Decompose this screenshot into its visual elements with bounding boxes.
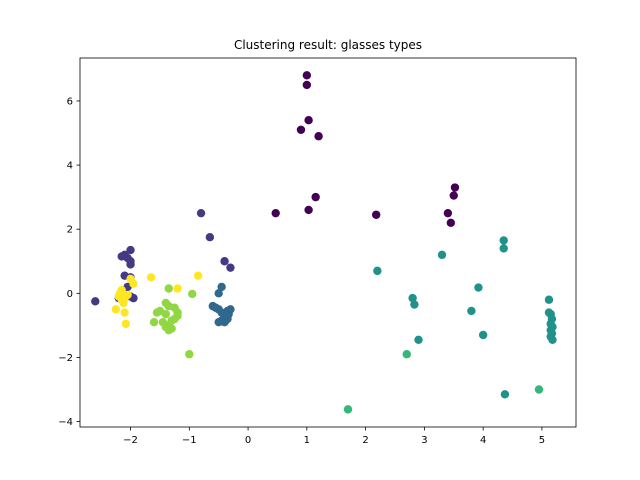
scatter-point: [534, 385, 544, 394]
x-tick-label: 1: [304, 435, 310, 446]
scatter-point: [214, 317, 223, 327]
scatter-point: [115, 289, 125, 298]
scatter-point: [499, 236, 508, 245]
scatter-point: [119, 298, 128, 308]
scatter-point: [205, 233, 215, 242]
scatter-point: [548, 335, 557, 344]
scatter-point: [126, 260, 135, 269]
scatter-point: [224, 309, 233, 319]
x-tick-label: 4: [480, 435, 486, 446]
scatter-point: [91, 297, 100, 306]
scatter-point: [214, 289, 223, 298]
scatter-point: [146, 273, 156, 282]
y-tick-label: −2: [58, 353, 73, 364]
x-tick-label: 0: [245, 435, 251, 446]
scatter-point: [271, 208, 280, 218]
scatter-point: [152, 308, 162, 317]
scatter-point: [121, 319, 131, 328]
scatter-point: [188, 289, 197, 299]
scatter-point: [443, 208, 453, 218]
scatter-point: [120, 308, 129, 317]
x-tick-label: 2: [362, 435, 368, 446]
scatter-point: [544, 295, 554, 304]
scatter-point: [302, 71, 312, 80]
scatter-point: [149, 317, 159, 327]
scatter-point: [408, 293, 417, 303]
scatter-point: [311, 192, 320, 202]
scatter-point: [173, 284, 182, 293]
scatter-point: [450, 183, 460, 192]
scatter-point: [304, 205, 313, 215]
plot-frame: [79, 57, 577, 428]
scatter-point: [217, 282, 226, 292]
y-tick-label: 0: [67, 289, 73, 300]
x-axis: −2 −1 0 1 2 3 4 5: [123, 427, 545, 446]
chart-title: Clustering result: glasses types: [234, 38, 422, 52]
y-tick-label: 2: [67, 225, 73, 236]
scatter-point: [220, 257, 229, 266]
scatter-point: [164, 325, 173, 335]
scatter-point: [164, 284, 173, 293]
scatter-point: [185, 350, 194, 359]
scatter-point: [304, 115, 313, 125]
scatter-point: [173, 311, 182, 320]
scatter-point: [111, 305, 121, 314]
scatter-point: [437, 250, 447, 260]
scatter-point: [193, 271, 203, 280]
scatter-point: [373, 266, 382, 276]
x-tick-label: −1: [182, 435, 197, 446]
scatter-point: [314, 132, 323, 141]
scatter-point: [478, 330, 488, 340]
scatter-points: [91, 71, 557, 414]
scatter-point: [161, 309, 171, 319]
y-tick-label: −4: [58, 417, 73, 428]
scatter-point: [226, 263, 235, 272]
scatter-point: [446, 218, 456, 227]
scatter-point: [343, 405, 353, 414]
x-tick-label: −2: [123, 435, 138, 446]
y-tick-label: 6: [67, 96, 73, 107]
scatter-point: [126, 245, 135, 255]
y-tick-label: 4: [67, 161, 73, 172]
x-tick-label: 3: [421, 435, 427, 446]
scatter-point: [123, 290, 132, 300]
scatter-point: [302, 80, 312, 90]
scatter-point: [371, 210, 381, 219]
scatter-point: [500, 390, 510, 399]
scatter-point: [467, 306, 476, 316]
scatter-point: [196, 208, 206, 218]
scatter-point: [296, 125, 306, 135]
scatter-point: [414, 335, 423, 344]
scatter-point: [499, 244, 508, 253]
scatter-point: [221, 316, 230, 325]
scatter-point: [402, 350, 411, 359]
scatter-point: [449, 191, 458, 200]
scatter-point: [410, 300, 419, 309]
scatter-point: [474, 283, 483, 292]
scatter-point: [167, 316, 176, 325]
x-tick-label: 5: [539, 435, 545, 446]
scatter-point: [126, 274, 135, 284]
y-axis: −4 −2 0 2 4 6: [58, 96, 80, 428]
